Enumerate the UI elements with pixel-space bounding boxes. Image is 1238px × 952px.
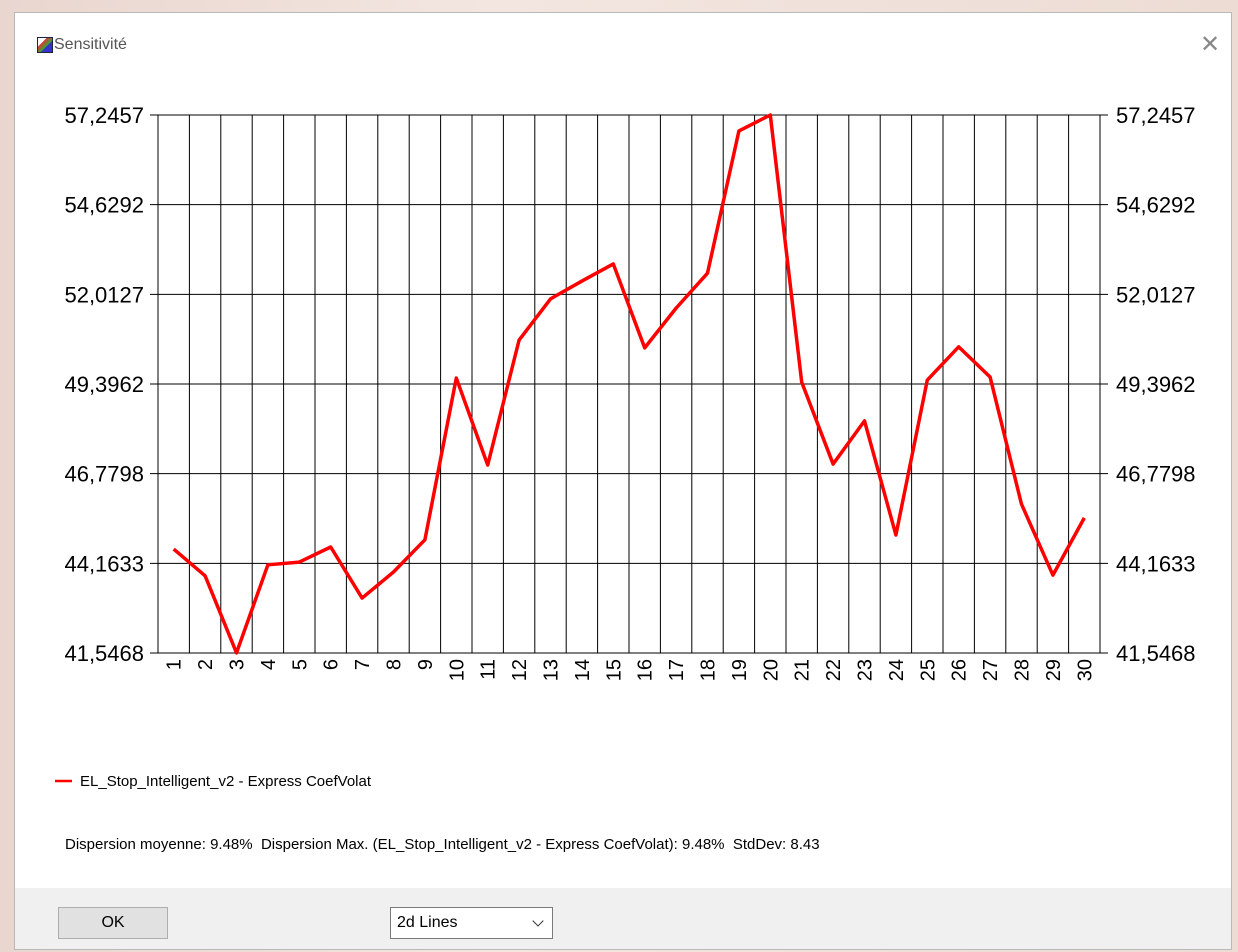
x-tick-label: 19 (729, 659, 751, 681)
y2-tick-label: 54,6292 (1116, 193, 1196, 218)
x-tick-label: 20 (760, 659, 782, 681)
y-tick-label: 46,7798 (64, 462, 144, 487)
window-title: Sensitivité (54, 36, 127, 53)
x-tick-label: 17 (666, 659, 688, 681)
x-tick-label: 14 (572, 659, 594, 681)
x-tick-label: 4 (258, 659, 280, 670)
x-tick-label: 9 (415, 659, 437, 670)
ok-button[interactable]: OK (58, 907, 168, 939)
x-tick-label: 30 (1074, 659, 1096, 681)
x-tick-label: 15 (603, 659, 625, 681)
x-tick-label: 27 (980, 659, 1002, 681)
y-tick-label: 57,2457 (64, 103, 144, 128)
close-button[interactable]: ✕ (1200, 31, 1221, 58)
x-tick-label: 28 (1012, 659, 1034, 681)
stats-text: Dispersion moyenne: 9.48% Dispersion Max… (65, 836, 820, 853)
x-tick-label: 24 (886, 659, 908, 681)
data-line (172, 113, 1086, 655)
x-tick-label: 13 (541, 659, 563, 681)
y-tick-label: 44,1633 (64, 551, 144, 576)
x-tick-label: 16 (635, 659, 657, 681)
view-select[interactable]: 2d Lines (390, 907, 553, 939)
x-tick-label: 2 (195, 659, 217, 670)
app-icon (37, 37, 53, 53)
x-tick-label: 12 (509, 659, 531, 681)
x-tick-label: 3 (227, 659, 249, 670)
y2-tick-label: 57,2457 (1116, 103, 1196, 128)
legend-label: EL_Stop_Intelligent_v2 - Express CoefVol… (80, 773, 372, 790)
x-tick-label: 5 (289, 659, 311, 670)
x-tick-label: 25 (917, 659, 939, 681)
x-tick-label: 6 (321, 659, 343, 670)
y-tick-label: 52,0127 (64, 282, 144, 307)
x-tick-label: 8 (384, 659, 406, 670)
x-tick-label: 7 (352, 659, 374, 670)
button-bar (15, 888, 1231, 949)
y-tick-label: 54,6292 (64, 193, 144, 218)
y-tick-label: 41,5468 (64, 641, 144, 666)
y2-tick-label: 46,7798 (1116, 462, 1196, 487)
y2-tick-label: 44,1633 (1116, 551, 1196, 576)
x-tick-label: 1 (164, 659, 186, 670)
y-tick-label: 49,3962 (64, 372, 144, 397)
x-tick-label: 18 (698, 659, 720, 681)
x-tick-label: 22 (823, 659, 845, 681)
x-tick-label: 29 (1043, 659, 1065, 681)
y2-tick-label: 52,0127 (1116, 282, 1196, 307)
x-tick-label: 26 (949, 659, 971, 681)
y2-tick-label: 49,3962 (1116, 372, 1196, 397)
x-tick-label: 11 (478, 659, 500, 680)
x-tick-label: 23 (855, 659, 877, 681)
y2-tick-label: 41,5468 (1116, 641, 1196, 666)
x-tick-label: 10 (446, 659, 468, 681)
x-tick-label: 21 (792, 659, 814, 681)
chart: 41,5468 41,5468 44,1633 44,1633 46,7798 46,77… (55, 103, 1196, 853)
